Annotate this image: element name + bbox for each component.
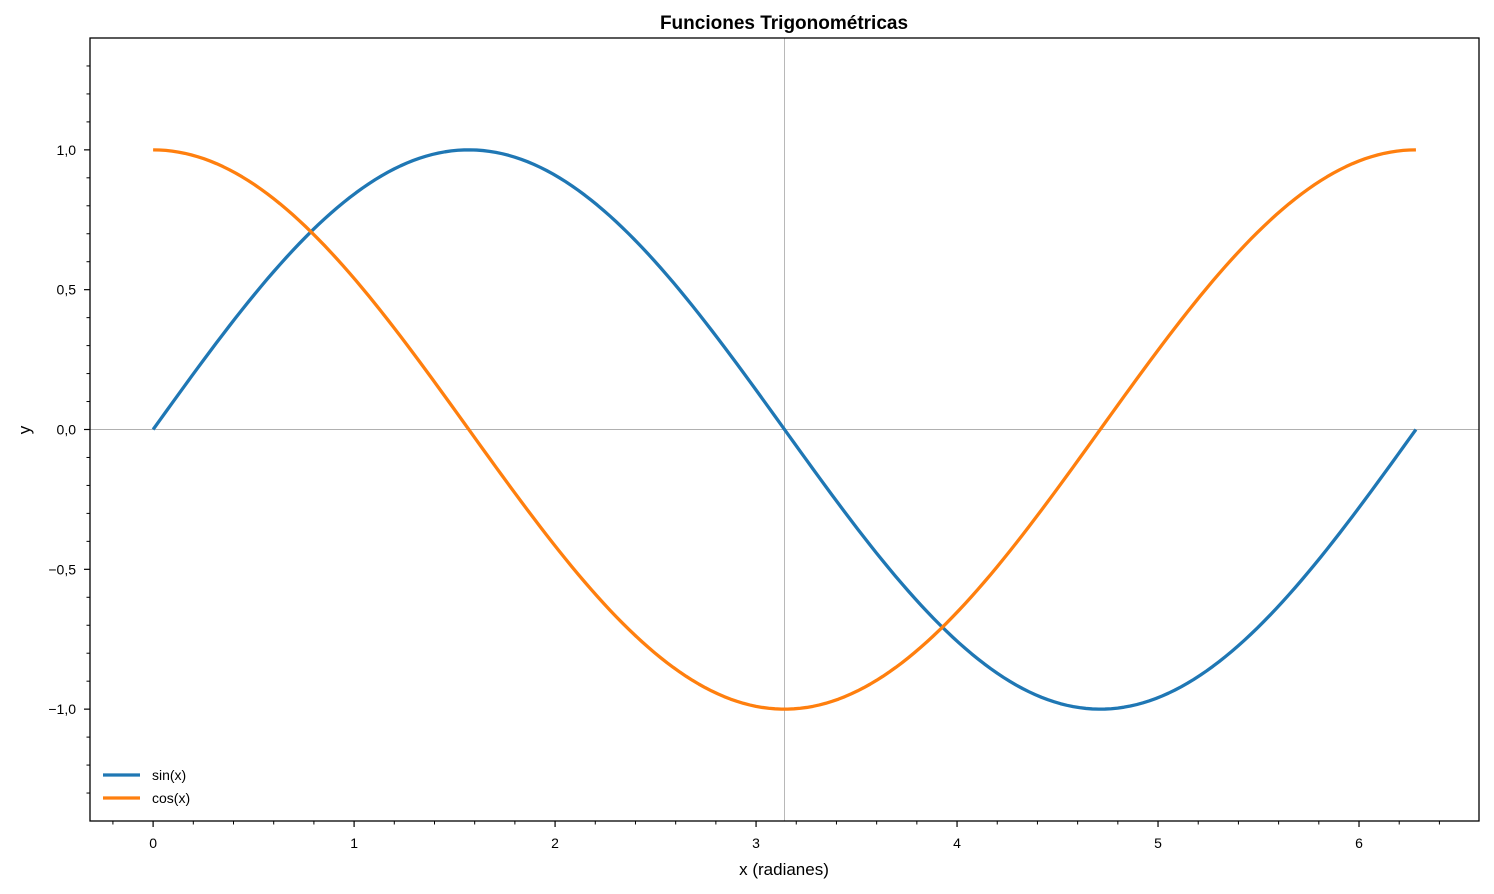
chart-title: Funciones Trigonométricas — [660, 13, 908, 34]
x-tick-label: 5 — [1154, 835, 1162, 851]
y-tick-label: −1,0 — [48, 701, 76, 717]
series-line-cos — [153, 148, 1416, 711]
y-tick-label: 0,0 — [57, 422, 77, 438]
x-tick-label: 2 — [551, 835, 559, 851]
y-tick-label: 1,0 — [57, 142, 77, 158]
y-tick-label: −0,5 — [48, 561, 76, 577]
legend: sin(x) cos(x) — [103, 767, 190, 806]
x-tick-label: 1 — [350, 835, 358, 851]
series-line-sin — [151, 148, 1418, 711]
y-tick-label: 0,5 — [57, 282, 77, 298]
x-tick-label: 3 — [752, 835, 760, 851]
y-axis-label: y — [15, 425, 34, 434]
series-layer — [151, 148, 1418, 711]
x-tick-label: 6 — [1355, 835, 1363, 851]
x-axis-label: x (radianes) — [739, 860, 829, 879]
x-tick-label: 0 — [149, 835, 157, 851]
legend-label-sin: sin(x) — [152, 767, 186, 783]
x-axis: 0 1 2 3 4 5 6 — [112, 821, 1440, 851]
y-axis: −1,0 −0,5 0,0 0,5 1,0 — [48, 65, 90, 794]
legend-label-cos: cos(x) — [152, 790, 190, 806]
x-tick-label: 4 — [953, 835, 961, 851]
